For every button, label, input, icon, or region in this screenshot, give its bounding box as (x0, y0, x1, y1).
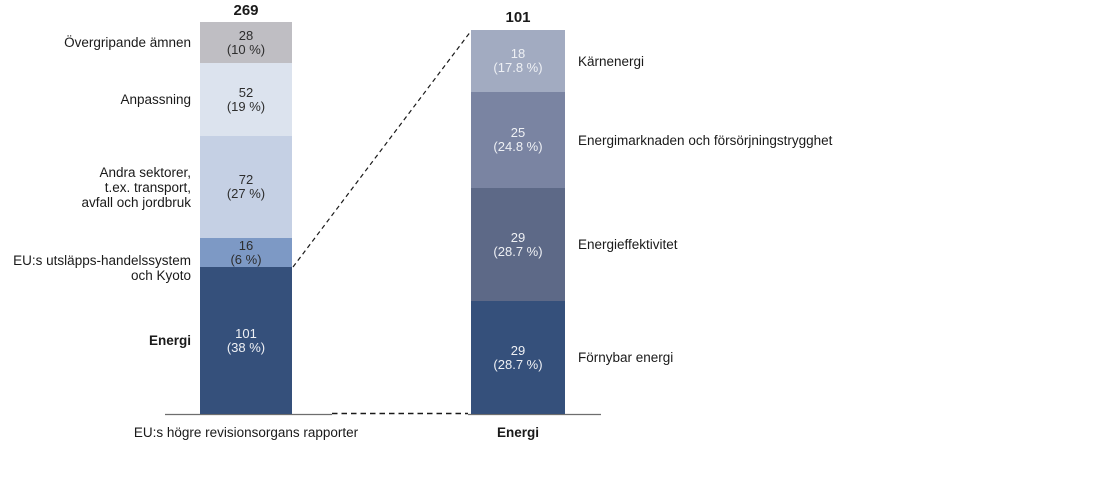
segment-percent: (17.8 %) (493, 60, 543, 75)
segment-percent: (24.8 %) (493, 139, 543, 154)
segment-value: 25 (510, 125, 526, 140)
x-axis-label-left: EU:s högre revisionsorgans rapporter (133, 425, 359, 440)
segment-value: 28 (238, 27, 254, 43)
segment-percent: (27 %) (226, 186, 266, 201)
segment-value: 18 (510, 46, 526, 61)
segment-value: 52 (238, 84, 254, 100)
category-label-energi: Energi (148, 333, 191, 348)
segment-value: 29 (510, 229, 526, 245)
category-label-overgripande: Övergripande ämnen (64, 35, 191, 50)
segment-value: 16 (238, 237, 254, 253)
bar-segment-overgripande: 28 (10 %) (200, 22, 292, 63)
segment-value: 101 (235, 325, 257, 341)
segment-percent: (38 %) (226, 339, 266, 355)
segment-value: 29 (510, 342, 526, 358)
category-label-energimarknaden: Energimarknaden och försörjningstrygghet (578, 132, 833, 148)
segment-value: 72 (238, 172, 254, 187)
segment-percent: (10 %) (226, 41, 266, 57)
bar-segment-energi: 101 (38 %) (200, 267, 292, 414)
category-label-energieffektivitet: Energieffektivitet (578, 237, 678, 252)
stacked-bar-left: 28 (10 %) 52 (19 %) 72 (27 %) 16 (6 %) 1… (200, 22, 292, 414)
category-label-karnenergi: Kärnenergi (578, 53, 645, 69)
segment-percent: (28.7 %) (493, 243, 543, 259)
bar-segment-andra-sektorer: 72 (27 %) (200, 136, 292, 238)
right-bar-total: 101 (505, 9, 531, 26)
segment-percent: (28.7 %) (493, 356, 543, 372)
x-axis-label-right: Energi (496, 425, 539, 440)
category-label-fornybar-energi: Förnybar energi (578, 350, 674, 365)
stacked-bar-right: 18 (17.8 %) 25 (24.8 %) 29 (28.7 %) 29 (… (471, 30, 565, 414)
category-label-utslappshandel: EU:s utsläpps-handelssystem och Kyoto (13, 253, 191, 283)
bar-segment-anpassning: 52 (19 %) (200, 63, 292, 136)
explode-connector-diagonal-line (292, 30, 472, 268)
bar-segment-energieffektivitet: 29 (28.7 %) (471, 188, 565, 301)
bar-segment-fornybar-energi: 29 (28.7 %) (471, 301, 565, 414)
category-label-anpassning: Anpassning (120, 92, 191, 107)
segment-percent: (19 %) (226, 98, 266, 114)
left-bar-total: 269 (233, 2, 259, 19)
segment-percent: (6 %) (230, 251, 262, 267)
bar-segment-energimarknaden: 25 (24.8 %) (471, 92, 565, 188)
bar-segment-karnenergi: 18 (17.8 %) (471, 30, 565, 92)
bar-segment-utslappshandel: 16 (6 %) (200, 238, 292, 267)
category-label-andra-sektorer: Andra sektorer, t.ex. transport, avfall … (81, 164, 191, 210)
